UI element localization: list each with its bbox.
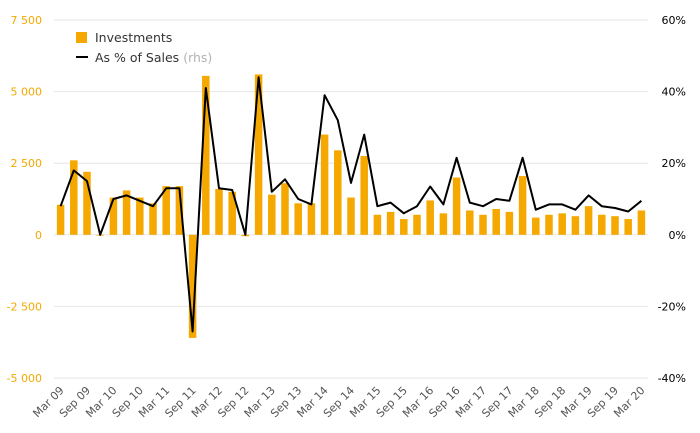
bar <box>162 186 170 235</box>
bar <box>360 156 368 235</box>
bar <box>637 210 646 235</box>
y-right-tick-label: 0% <box>669 229 686 242</box>
line-series-sales-pct <box>59 76 643 333</box>
bar <box>215 188 223 235</box>
bars-layer <box>56 74 646 338</box>
bar <box>149 203 157 235</box>
y-right-tick-label: 20% <box>662 157 686 170</box>
bar <box>109 197 118 235</box>
bar <box>532 217 540 235</box>
y-left-tick-label: 5 000 <box>11 86 43 99</box>
bar <box>347 197 355 235</box>
bar <box>505 211 514 235</box>
y-right-tick-label: -20% <box>658 300 686 313</box>
legend-swatch-investments <box>76 31 87 43</box>
bar <box>188 234 197 338</box>
bar <box>584 206 593 235</box>
bar <box>268 194 276 235</box>
axis-layer: -5 000 -2 500 0 2 500 5 000 7 500 -40% -20% 0% 20… <box>7 14 686 420</box>
legend-item-investments: Investments <box>76 27 212 47</box>
bar <box>611 216 619 235</box>
legend-note-rhs: (rhs) <box>183 49 213 65</box>
line-layer <box>59 76 643 333</box>
bar <box>413 214 421 235</box>
y-right-tick-label: 40% <box>662 86 686 99</box>
bar <box>558 213 566 235</box>
bar <box>70 160 78 235</box>
bar <box>122 190 131 235</box>
legend-item-sales-pct: As % of Sales (rhs) <box>76 47 212 67</box>
y-right-tick-label: 60% <box>662 14 686 27</box>
bar <box>281 183 289 235</box>
y-left-tick-label: -5 000 <box>7 372 42 385</box>
bar <box>452 177 461 235</box>
bar <box>175 186 184 235</box>
bar <box>386 211 395 235</box>
y-left-tick-label: 2 500 <box>11 157 43 170</box>
legend-label-sales-pct: As % of Sales <box>95 49 180 65</box>
bar <box>83 171 91 235</box>
legend-swatch-sales-pct <box>76 56 88 58</box>
bar <box>400 219 408 235</box>
bar <box>426 200 434 235</box>
bar <box>466 210 474 235</box>
bar <box>202 75 210 235</box>
bar <box>228 191 236 235</box>
bar <box>334 150 342 235</box>
bar <box>545 214 553 235</box>
bar <box>254 74 263 235</box>
y-left-tick-label: 7 500 <box>11 14 43 27</box>
bar <box>136 197 144 235</box>
y-left-tick-label: -2 500 <box>7 300 42 313</box>
y-right-tick-label: -40% <box>658 372 686 385</box>
bar <box>439 213 448 235</box>
legend: Investments As % of Sales (rhs) <box>76 27 212 67</box>
bar <box>598 214 606 235</box>
bar <box>320 134 329 235</box>
bar <box>294 203 302 235</box>
legend-label-investments: Investments <box>95 29 173 45</box>
bar <box>373 214 382 235</box>
bar <box>624 219 632 235</box>
bar <box>307 203 316 235</box>
bar <box>518 176 527 235</box>
y-left-tick-label: 0 <box>35 229 42 242</box>
bar <box>571 216 580 235</box>
bar <box>479 214 487 235</box>
bar <box>492 209 500 235</box>
bar <box>56 204 65 235</box>
